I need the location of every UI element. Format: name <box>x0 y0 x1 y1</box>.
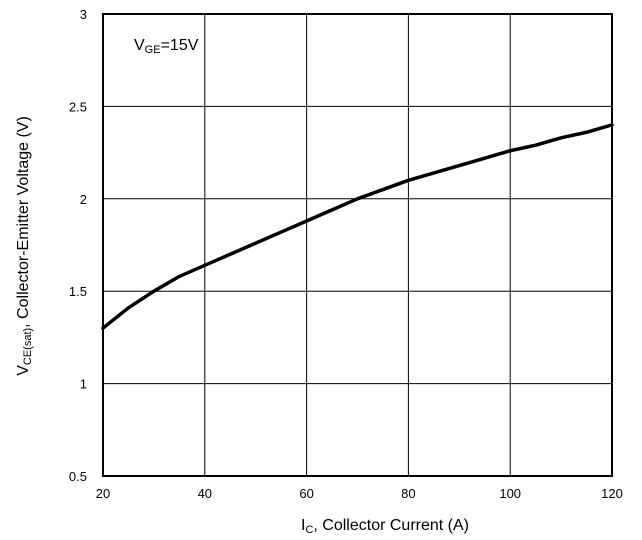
x-tick-label: 40 <box>198 486 212 501</box>
plot-frame <box>102 13 613 477</box>
y-tick-label: 0.5 <box>69 469 87 484</box>
x-tick-label: 100 <box>499 486 521 501</box>
y-tick-label: 3 <box>80 7 87 22</box>
x-axis-title: IC, Collector Current (A) <box>301 517 469 536</box>
y-tick-label: 2.5 <box>69 99 87 114</box>
tick-labels: 20 40 60 80 100 120 0.5 1 1.5 2 2.5 3 <box>69 7 623 501</box>
y-tick-label: 1 <box>80 377 87 392</box>
series-line <box>101 123 614 330</box>
y-tick-label: 2 <box>80 192 87 207</box>
y-tick-label: 1.5 <box>69 284 87 299</box>
y-axis-title: VCE(sat), Collector-Emitter Voltage (V) <box>15 116 34 376</box>
x-tick-label: 60 <box>299 486 313 501</box>
x-tick-label: 80 <box>401 486 415 501</box>
annotation-vge: VGE=15V <box>134 37 199 56</box>
grid <box>103 14 612 476</box>
x-tick-label: 20 <box>96 486 110 501</box>
x-tick-label: 120 <box>601 486 623 501</box>
